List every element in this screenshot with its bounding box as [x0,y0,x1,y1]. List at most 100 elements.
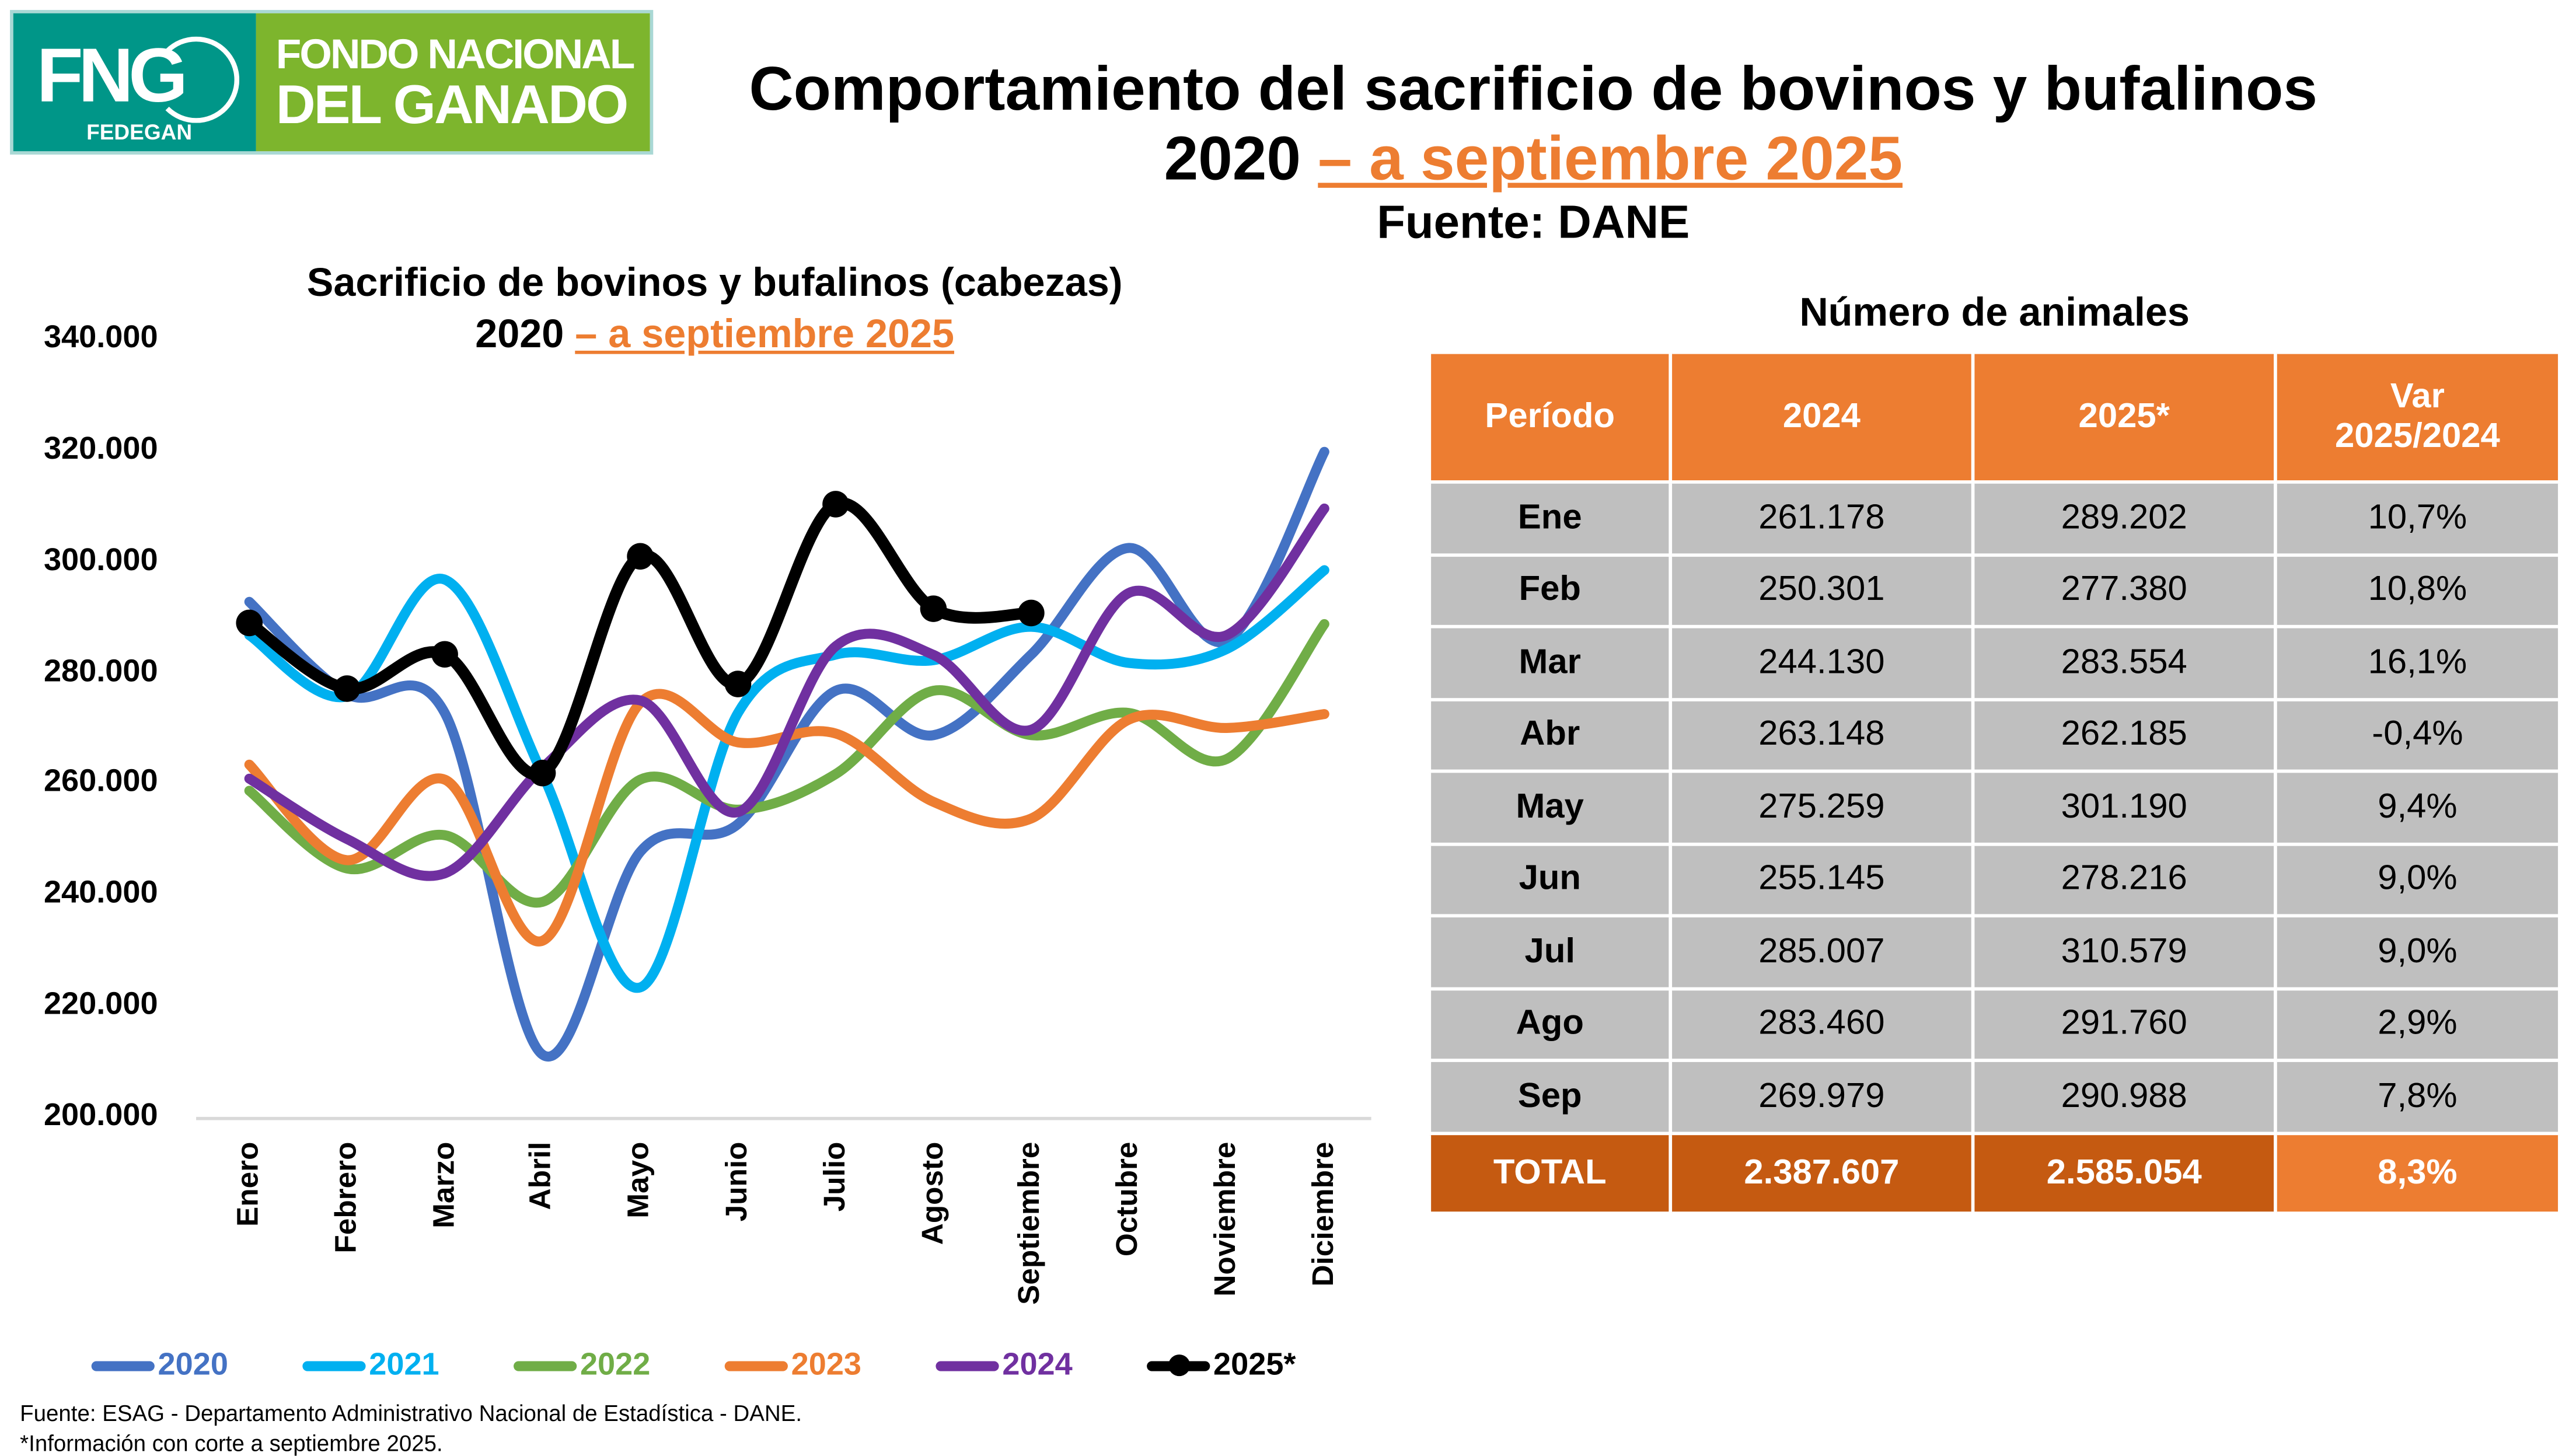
table-row: Sep 269.979 290.988 7,8% [1427,1059,2561,1134]
x-tick-label: Mayo [622,1141,655,1218]
table-row: May 275.259 301.190 9,4% [1427,769,2561,846]
page-title: Comportamiento del sacrificio de bovinos… [749,54,2318,123]
legend-swatch [91,1361,155,1371]
cell-var: 16,1% [2274,624,2561,701]
cell-2024: 250.301 [1669,552,1975,629]
total-var: 8,3% [2274,1131,2561,1214]
x-tick-label: Junio [720,1141,753,1222]
data-point-2025 [822,491,849,518]
x-tick-label: Septiembre [1013,1141,1046,1305]
series-line-2021 [244,565,1329,993]
chart-title: Sacrificio de bovinos y bufalinos (cabez… [306,261,1123,306]
series-line-2024 [244,503,1329,881]
fng-logo: FNG FEDEGAN FONDO NACIONAL DEL GANADO [10,10,654,155]
data-point-2025 [724,671,752,697]
header-var: Var 2025/2024 [2274,350,2561,484]
table-row: Ene 261.178 289.202 10,7% [1427,480,2561,556]
x-tick-label: Agosto [915,1141,949,1245]
chart-subtitle: 2020 – a septiembre 2025 [216,312,1213,359]
legend-swatch [302,1361,366,1371]
y-tick-label: 240.000 [43,876,158,912]
y-tick-label: 340.000 [43,320,158,356]
table-row: Mar 244.130 283.554 16,1% [1427,624,2561,701]
table-row: Feb 250.301 277.380 10,8% [1427,552,2561,629]
data-point-2025 [236,609,263,637]
cell-var: 9,0% [2274,842,2561,918]
header-period: Período [1427,350,1673,484]
cell-var: 7,8% [2274,1059,2561,1134]
logo-emblem: FNG FEDEGAN [13,13,256,152]
table-row: Jun 255.145 278.216 9,0% [1427,842,2561,918]
page-subtitle: 2020 – a septiembre 2025 [665,125,2402,195]
legend-label: 2023 [791,1347,862,1383]
legend-label: 2022 [580,1347,651,1383]
cell-period: May [1427,769,1673,846]
total-2025: 2.585.054 [1971,1131,2277,1214]
series-line-2022 [244,619,1329,908]
header-var-line1: Var [2390,377,2445,415]
cell-2025: 289.202 [1971,480,2277,556]
legend-item: 2021 [302,1348,514,1385]
cell-2024: 283.460 [1669,986,1975,1062]
legend-item: 2020 [91,1347,303,1385]
cell-2025: 290.988 [1971,1059,2277,1134]
cell-2024: 263.148 [1669,697,1975,773]
cell-period: Ene [1427,480,1673,556]
logo-fedegan-text: FEDEGAN [86,120,193,145]
logo-line2: DEL GANADO [275,72,629,134]
subtitle-range: – a septiembre 2025 [1318,124,1903,193]
cell-period: Jul [1427,914,1673,990]
x-tick-label: Abril [524,1141,558,1210]
x-tick-label: Noviembre [1208,1141,1242,1297]
table-header-row: Período 2024 2025* Var 2025/2024 [1427,350,2561,484]
cell-2025: 310.579 [1971,914,2277,990]
cell-2024: 269.979 [1669,1059,1975,1134]
table-row: Ago 283.460 291.760 2,9% [1427,986,2561,1062]
page-source: Fuente: DANE [1377,196,1690,248]
cell-var: 2,9% [2274,986,2561,1062]
x-tick-label: Diciembre [1306,1141,1339,1287]
header-var-line2: 2025/2024 [2335,417,2500,456]
cell-period: Ago [1427,986,1673,1062]
cow-icon [153,36,240,123]
total-2024: 2.387.607 [1669,1131,1975,1214]
table-title: Número de animales [1799,291,2190,336]
data-point-2025 [431,641,458,668]
legend-item: 2025* [1147,1348,1358,1385]
cell-period: Mar [1427,624,1673,701]
x-tick-label: Octubre [1110,1141,1144,1257]
logo-line1: FONDO NACIONAL [275,30,636,78]
animals-table: Período 2024 2025* Var 2025/2024 Ene 261.1… [1427,350,2561,1214]
cell-var: 9,0% [2274,914,2561,990]
chart-subtitle-range: – a septiembre 2025 [575,312,955,358]
legend-item: 2024 [936,1348,1147,1385]
cell-period: Jun [1427,842,1673,918]
cell-var: 9,4% [2274,769,2561,846]
cell-2025: 278.216 [1971,842,2277,918]
x-tick-label: Febrero [329,1141,362,1254]
y-tick-label: 260.000 [43,765,158,801]
cell-2025: 277.380 [1971,552,2277,629]
legend-swatch [724,1361,788,1371]
cell-2025: 301.190 [1971,769,2277,846]
cell-var: 10,8% [2274,552,2561,629]
y-tick-label: 220.000 [43,987,158,1022]
x-tick-label: Julio [817,1141,851,1212]
y-tick-label: 320.000 [43,432,158,467]
cell-var: 10,7% [2274,480,2561,556]
x-tick-label: Marzo [426,1141,460,1228]
x-tick-label: Enero [231,1141,264,1227]
header-2024: 2024 [1669,350,1975,484]
legend-label: 2020 [158,1347,228,1383]
legend-label: 2025* [1213,1347,1296,1383]
cell-2025: 291.760 [1971,986,2277,1062]
series-line-2020 [244,446,1329,1062]
line-chart [196,446,1371,1120]
cell-2024: 255.145 [1669,842,1975,918]
y-tick-label: 280.000 [43,654,158,689]
cell-2024: 244.130 [1669,624,1975,701]
data-point-2025 [920,595,947,622]
data-point-2025 [627,543,654,570]
legend-swatch [936,1361,999,1371]
